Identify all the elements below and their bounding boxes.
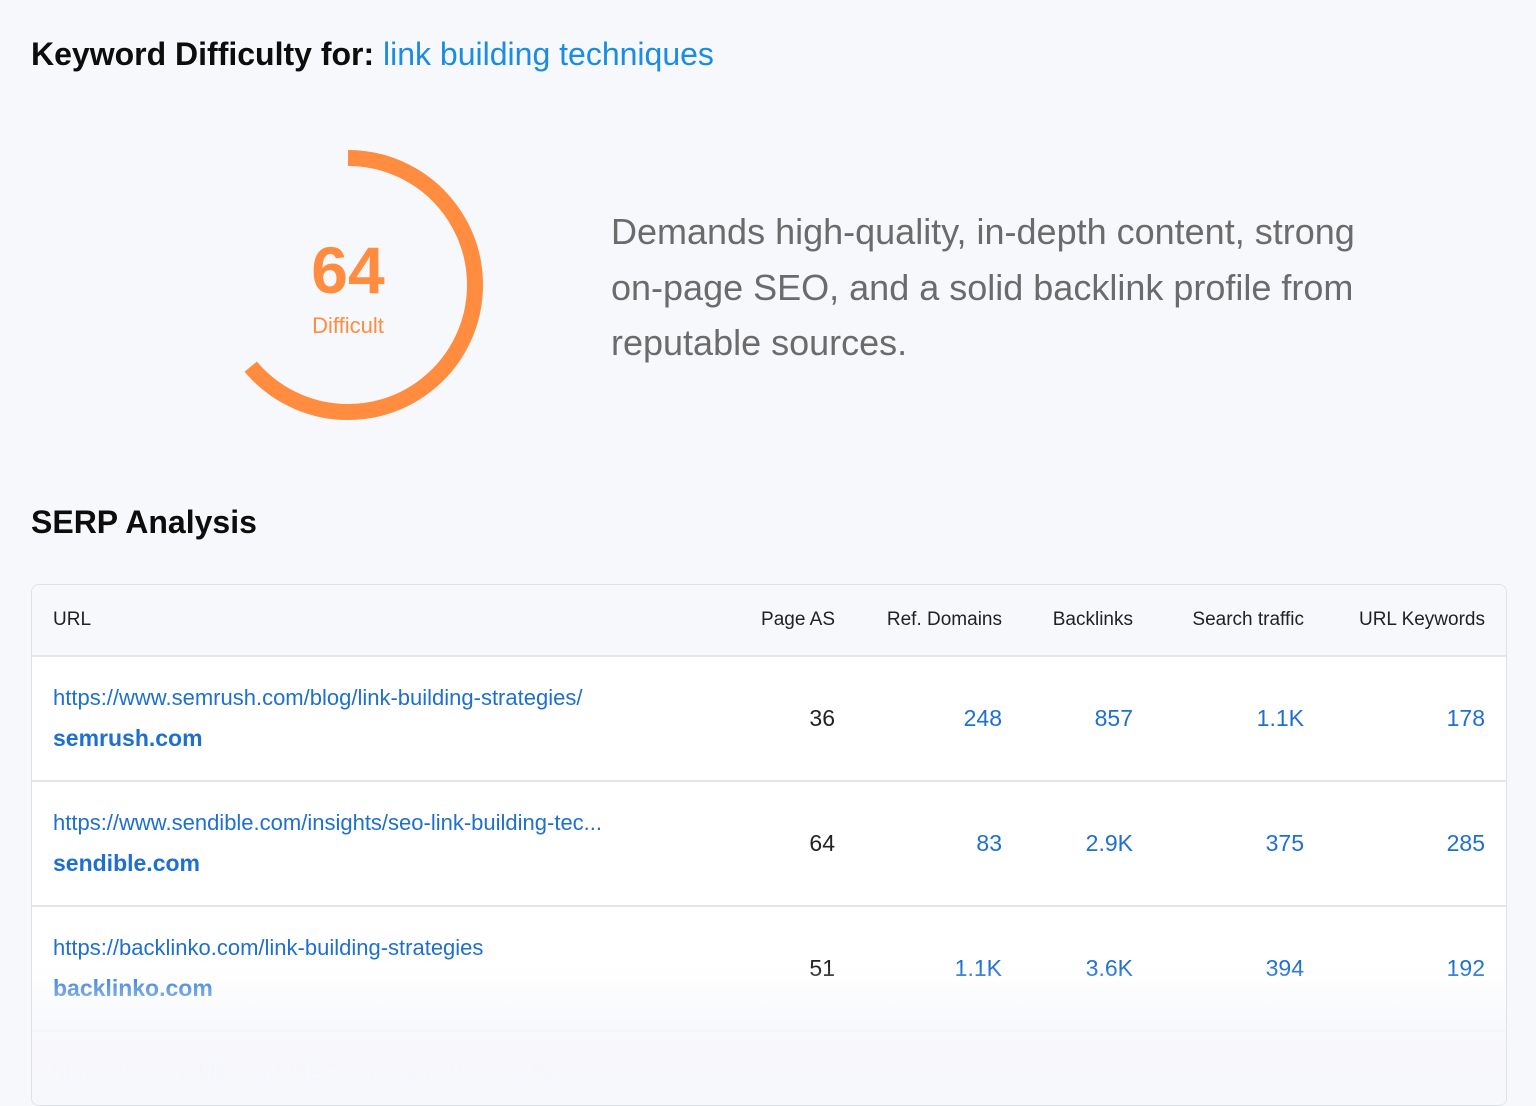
page-as-value: 36: [809, 705, 835, 731]
col-search-traffic[interactable]: Search traffic: [1192, 609, 1304, 630]
col-url[interactable]: URL: [53, 609, 92, 630]
result-domain-link[interactable]: backlinko.com: [53, 975, 213, 1001]
ref-domains-link[interactable]: 83: [976, 830, 1002, 856]
col-backlinks[interactable]: Backlinks: [1052, 609, 1133, 630]
title-label: Keyword Difficulty for:: [31, 36, 375, 72]
result-url-link[interactable]: https://www.reddit.com/r/SEO/comments/13…: [53, 1060, 609, 1085]
ref-domains-link[interactable]: 248: [963, 705, 1002, 731]
table-header: URL Page AS Ref. Domains Backlinks Searc…: [32, 585, 1506, 657]
serp-table: URL Page AS Ref. Domains Backlinks Searc…: [31, 584, 1507, 1106]
page-as-value: 64: [809, 830, 835, 856]
difficulty-description: Demands high-quality, in-depth content, …: [611, 211, 1355, 363]
ref-domains-link[interactable]: 1.1K: [954, 955, 1002, 981]
difficulty-gauge: 64 Difficult: [208, 145, 488, 425]
backlinks-link[interactable]: 2.9K: [1085, 830, 1133, 856]
search-traffic-link[interactable]: 1.1K: [1256, 705, 1304, 731]
table-row: https://backlinko.com/link-building-stra…: [32, 907, 1506, 1032]
difficulty-level: Difficult: [312, 313, 384, 338]
result-url-link[interactable]: https://www.semrush.com/blog/link-buildi…: [53, 685, 583, 710]
result-url-link[interactable]: https://www.sendible.com/insights/seo-li…: [53, 810, 603, 835]
keyword-link[interactable]: link building techniques: [383, 36, 714, 72]
search-traffic-link[interactable]: 394: [1265, 955, 1304, 981]
backlinks-link[interactable]: 857: [1094, 705, 1133, 731]
table-row: https://www.sendible.com/insights/seo-li…: [32, 782, 1506, 907]
table-row: https://www.reddit.com/r/SEO/comments/13…: [32, 1032, 1506, 1105]
col-url-keywords[interactable]: URL Keywords: [1358, 609, 1485, 630]
table-row: https://www.semrush.com/blog/link-buildi…: [32, 657, 1506, 782]
col-page-as[interactable]: Page AS: [761, 609, 835, 630]
page-as-value: 51: [809, 955, 835, 981]
backlinks-link[interactable]: 3.6K: [1085, 955, 1133, 981]
gauge-ring-icon: [244, 150, 483, 420]
result-domain-link[interactable]: sendible.com: [53, 850, 200, 876]
difficulty-score: 64: [311, 233, 385, 307]
url-keywords-link[interactable]: 192: [1446, 955, 1485, 981]
url-keywords-link[interactable]: 178: [1446, 705, 1485, 731]
url-keywords-link[interactable]: 285: [1446, 830, 1485, 856]
search-traffic-link[interactable]: 375: [1265, 830, 1304, 856]
page-title: Keyword Difficulty for: link building te…: [31, 32, 714, 76]
col-ref-domains[interactable]: Ref. Domains: [886, 609, 1002, 630]
result-url-link[interactable]: https://backlinko.com/link-building-stra…: [53, 935, 484, 960]
serp-section-title: SERP Analysis: [31, 504, 257, 540]
result-domain-link[interactable]: semrush.com: [53, 725, 203, 751]
